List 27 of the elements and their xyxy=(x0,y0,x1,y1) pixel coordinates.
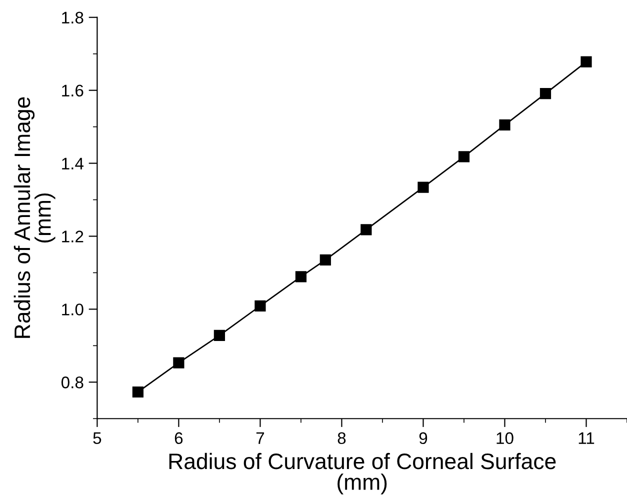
x-tick-label: 5 xyxy=(93,432,102,444)
y-tick-label: 0.8 xyxy=(61,376,84,388)
point xyxy=(132,386,144,398)
point xyxy=(360,224,372,236)
x-axis-title: Radius of Curvature of Corneal Surface (mm) xyxy=(169,452,556,494)
point xyxy=(499,119,510,131)
y-tick-label: 1.2 xyxy=(62,230,84,242)
x-tick-label: 11 xyxy=(578,432,594,444)
point xyxy=(173,357,184,368)
x-tick-label: 7 xyxy=(256,432,264,444)
x-tick-label: 9 xyxy=(419,432,428,444)
point xyxy=(214,330,226,342)
y-tick-label: 1.4 xyxy=(62,158,84,170)
y-axis-title: Radius of Annular Image (mm) xyxy=(14,97,56,338)
y-tick-label: 1.8 xyxy=(62,12,84,24)
point xyxy=(458,151,470,162)
point xyxy=(320,254,331,266)
x-tick-label: 6 xyxy=(174,432,183,444)
point xyxy=(295,271,307,282)
point xyxy=(580,56,592,68)
x-tick-label: 8 xyxy=(338,432,346,444)
point xyxy=(540,88,552,100)
y-tick-label: 1.0 xyxy=(62,304,84,316)
x-tick-label: 10 xyxy=(496,432,514,444)
y-tick-label: 1.6 xyxy=(62,84,84,97)
point xyxy=(254,300,266,312)
point xyxy=(418,182,429,193)
